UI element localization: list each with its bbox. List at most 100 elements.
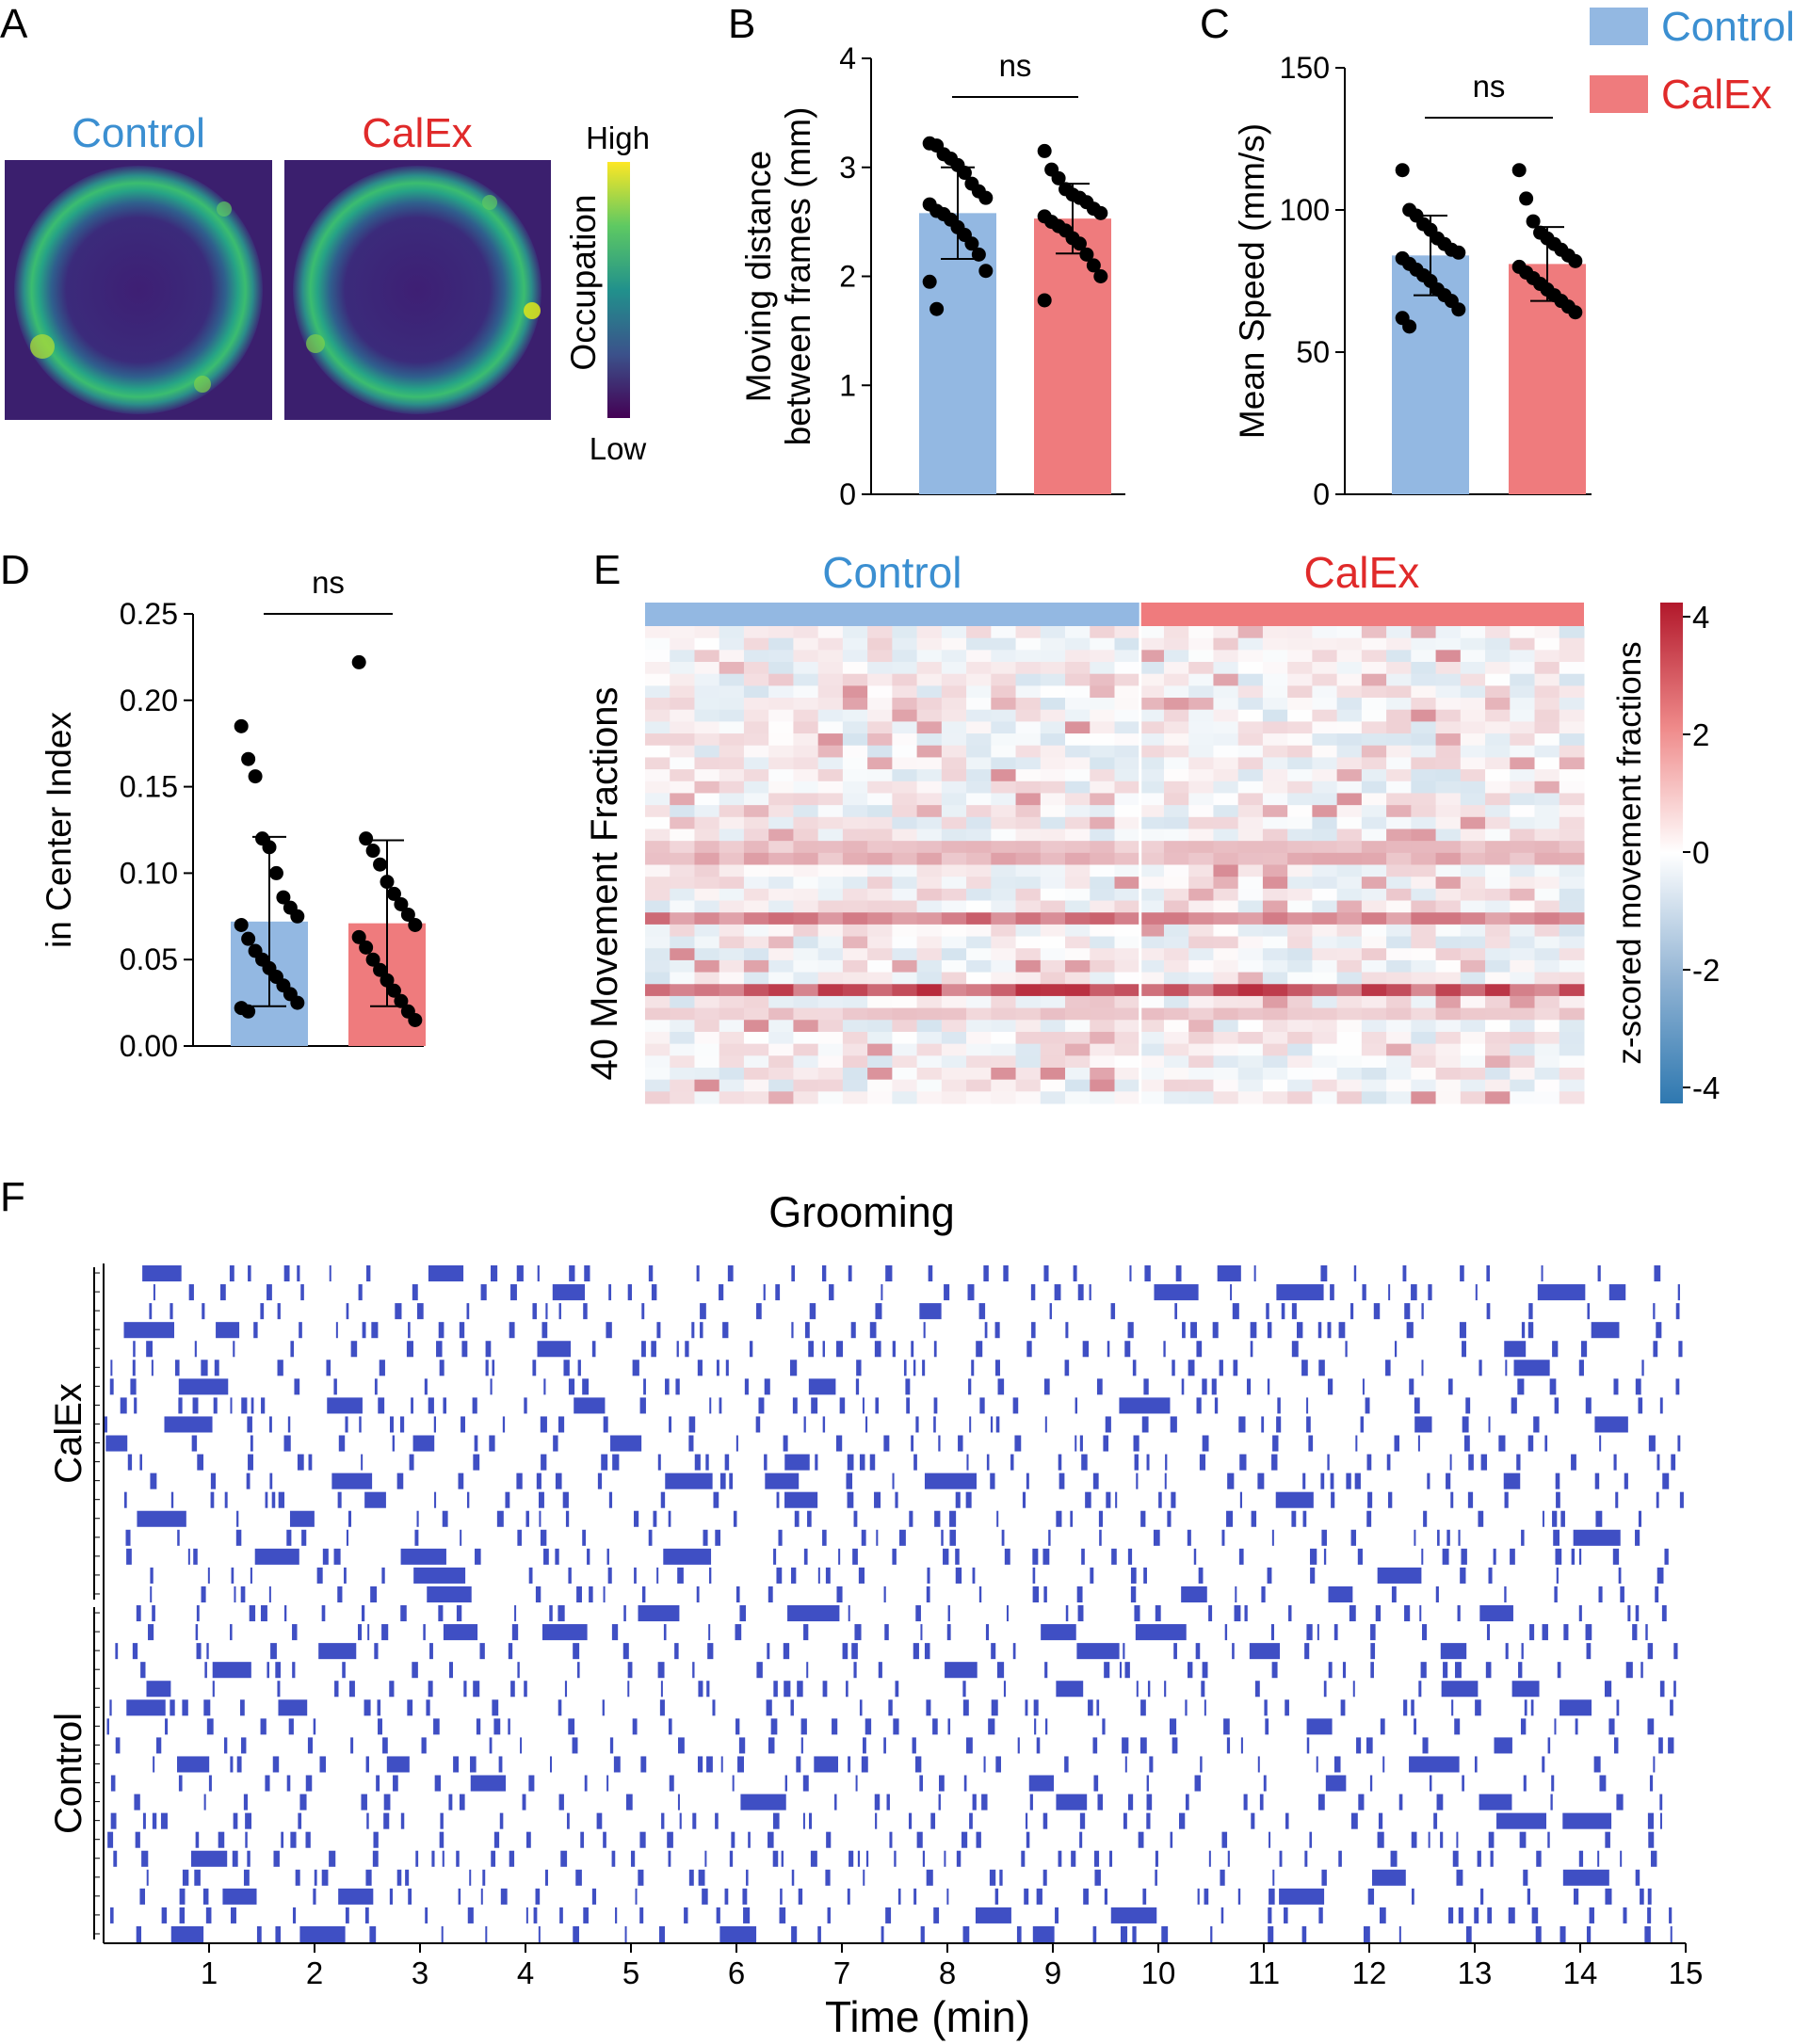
heatmap-cell xyxy=(1065,936,1091,949)
grooming-event xyxy=(1276,1284,1324,1301)
heatmap-cell xyxy=(1411,912,1437,925)
heatmap-cell xyxy=(941,673,967,686)
grooming-event xyxy=(582,1529,587,1546)
heatmap-cell xyxy=(1386,733,1412,747)
heatmap-cell xyxy=(1237,1079,1264,1092)
grooming-event xyxy=(493,1718,501,1735)
group-label-calex: CalEx xyxy=(48,1383,89,1484)
heatmap-cell xyxy=(1213,637,1239,651)
heatmap-cell xyxy=(1262,972,1288,985)
grooming-event xyxy=(537,1265,540,1282)
heatmap-cell xyxy=(1435,1067,1462,1081)
heatmap-cell xyxy=(793,733,819,747)
grooming-event xyxy=(1198,1567,1204,1584)
grooming-event xyxy=(297,1265,300,1282)
heatmap-cell xyxy=(1386,1031,1412,1045)
heatmap-cell xyxy=(1114,995,1140,1009)
grooming-event xyxy=(1366,1737,1373,1754)
heatmap-cell xyxy=(1411,900,1437,913)
grooming-event xyxy=(456,1850,460,1867)
grooming-event xyxy=(1338,1850,1342,1867)
grooming-event xyxy=(1378,1812,1383,1829)
heatmap-cell xyxy=(1534,877,1560,890)
heatmap-cell xyxy=(1361,877,1387,890)
grooming-event xyxy=(991,1699,998,1716)
heatmap-cell xyxy=(1361,912,1387,925)
heatmap-cell xyxy=(670,924,695,938)
heatmap-cell xyxy=(1361,781,1387,794)
heatmap-cell xyxy=(1411,972,1437,985)
grooming-event xyxy=(1250,1341,1253,1358)
grooming-event xyxy=(972,1567,976,1584)
grooming-event xyxy=(1421,1360,1424,1376)
grooming-event xyxy=(1208,1850,1211,1867)
grooming-event xyxy=(1340,1699,1346,1716)
grooming-event xyxy=(466,1491,470,1508)
heatmap-cell xyxy=(1139,948,1165,961)
heatmap-cell xyxy=(1336,984,1363,997)
heatmap-cell xyxy=(817,673,844,686)
heatmap-cell xyxy=(1090,936,1115,949)
heatmap-cell xyxy=(1163,995,1189,1009)
heatmap-cell xyxy=(670,745,695,758)
heatmap-cell xyxy=(1114,805,1140,818)
grooming-event xyxy=(1421,1548,1424,1565)
heatmap-cell xyxy=(1188,972,1214,985)
grooming-event xyxy=(627,1284,632,1301)
grooming-event xyxy=(201,1360,208,1376)
heatmap-cell xyxy=(768,637,794,651)
grooming-event xyxy=(800,1737,803,1754)
heatmap-cell xyxy=(1163,637,1189,651)
grooming-event xyxy=(791,1567,797,1584)
grooming-event xyxy=(130,1378,137,1395)
grooming-event xyxy=(1479,1794,1512,1811)
heatmap-cell xyxy=(1237,626,1264,639)
heatmap-cell xyxy=(743,662,769,675)
grooming-event xyxy=(1226,1737,1231,1754)
heatmap-cell xyxy=(1237,1007,1264,1021)
heatmap-cell xyxy=(1534,805,1560,818)
grooming-event xyxy=(591,1888,597,1905)
grooming-event xyxy=(1097,1794,1104,1811)
grooming-event xyxy=(963,1775,967,1792)
heatmap-cell xyxy=(1361,709,1387,722)
heatmap-cell xyxy=(1361,829,1387,842)
grooming-event xyxy=(1456,1831,1459,1848)
grooming-event xyxy=(321,1869,329,1886)
grooming-event xyxy=(916,1831,923,1848)
heatmap-cell xyxy=(645,1067,671,1081)
heatmap-cell xyxy=(867,757,893,770)
grooming-event xyxy=(639,1907,644,1923)
heatmap-cell xyxy=(1065,852,1091,865)
heatmap-cell xyxy=(1065,924,1091,938)
heatmap-cell xyxy=(817,972,844,985)
heatmap-cell xyxy=(1139,626,1165,639)
heatmap-cell xyxy=(867,769,893,782)
grooming-event xyxy=(716,1907,720,1923)
grooming-event xyxy=(1030,1284,1036,1301)
heatmap-cell xyxy=(892,1007,918,1021)
heatmap-cell xyxy=(867,733,893,747)
grooming-event xyxy=(1129,1265,1132,1282)
x-tick-label: 14 xyxy=(1563,1955,1598,1990)
heatmap-cell xyxy=(743,685,769,699)
grooming-event xyxy=(426,1699,430,1716)
grooming-event xyxy=(272,1756,280,1773)
heatmap-cell xyxy=(916,888,943,902)
heatmap-cell xyxy=(1040,1079,1066,1092)
grooming-event xyxy=(240,1585,246,1602)
heatmap-cell xyxy=(1411,864,1437,877)
grooming-event xyxy=(853,1510,858,1527)
heatmap-cell xyxy=(743,1079,769,1092)
grooming-event xyxy=(110,1907,114,1923)
heatmap-cell xyxy=(1386,745,1412,758)
heatmap-cell xyxy=(1312,709,1338,722)
grooming-event xyxy=(150,1567,154,1584)
grooming-event xyxy=(862,1397,865,1414)
heatmap-cell xyxy=(1411,1055,1437,1069)
grooming-event xyxy=(1394,1341,1398,1358)
grooming-event xyxy=(1457,1605,1461,1622)
grooming-event xyxy=(182,1869,189,1886)
heatmap-cell xyxy=(1114,972,1140,985)
grooming-event xyxy=(358,1284,363,1301)
